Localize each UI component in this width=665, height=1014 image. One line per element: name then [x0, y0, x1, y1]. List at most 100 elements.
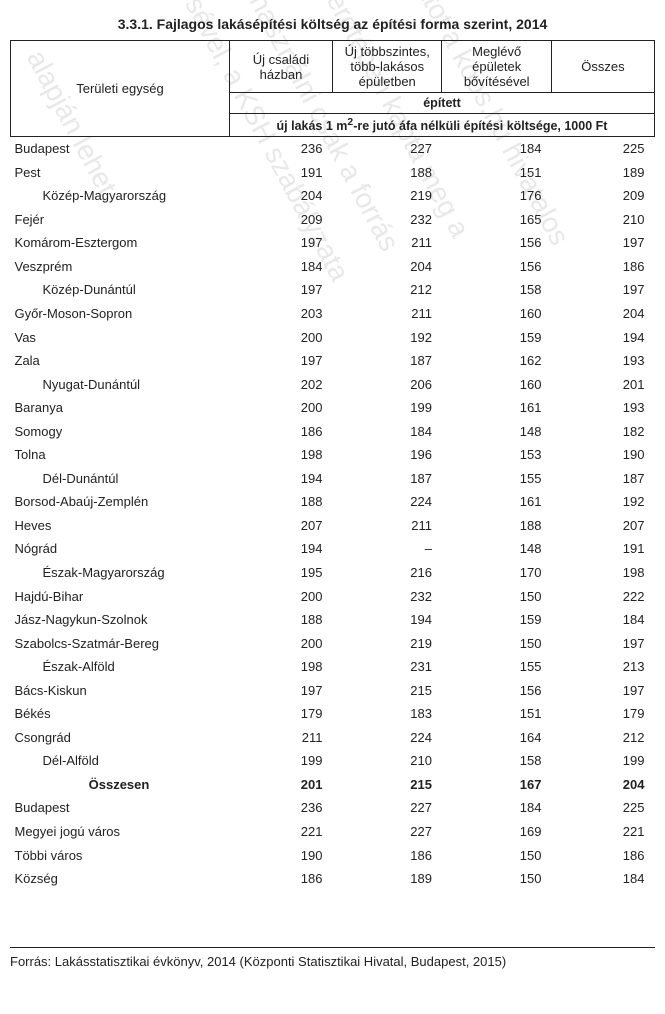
table-row: Békés179183151179	[11, 702, 655, 726]
cell-value: 232	[333, 585, 442, 609]
cell-value: 232	[333, 208, 442, 232]
table-row: Nógrád194–148191	[11, 537, 655, 561]
cell-value: 194	[551, 326, 654, 350]
cell-value: 201	[551, 373, 654, 397]
cell-value: 221	[551, 820, 654, 844]
row-label: Győr-Moson-Sopron	[11, 302, 230, 326]
cell-value: 209	[229, 208, 332, 232]
cell-value: 204	[229, 184, 332, 208]
cell-value: 187	[551, 467, 654, 491]
totals-value: 201	[229, 773, 332, 797]
row-label: Hajdú-Bihar	[11, 585, 230, 609]
table-row: Heves207211188207	[11, 514, 655, 538]
table-row: Többi város190186150186	[11, 844, 655, 868]
table-row: Dél-Dunántúl194187155187	[11, 467, 655, 491]
data-table: Területi egység Új családi házban Új töb…	[10, 40, 655, 891]
cell-value: 222	[551, 585, 654, 609]
col-header-4: Összes	[551, 41, 654, 93]
totals-value: 204	[551, 773, 654, 797]
cell-value: 210	[333, 749, 442, 773]
totals-value: 167	[442, 773, 551, 797]
row-label: Békés	[11, 702, 230, 726]
cell-value: 150	[442, 867, 551, 891]
cell-value: 191	[229, 161, 332, 185]
cell-value: 183	[333, 702, 442, 726]
cell-value: 150	[442, 844, 551, 868]
table-row: Baranya200199161193	[11, 396, 655, 420]
unit-header: új lakás 1 m2-re jutó áfa nélküli építés…	[229, 114, 654, 137]
row-label: Csongrád	[11, 726, 230, 750]
cell-value: 184	[442, 796, 551, 820]
row-label: Komárom-Esztergom	[11, 231, 230, 255]
table-row: Csongrád211224164212	[11, 726, 655, 750]
cell-value: 199	[551, 749, 654, 773]
cell-value: 193	[551, 396, 654, 420]
col-header-2: Új többszintes, több-lakásos épületben	[333, 41, 442, 93]
cell-value: 227	[333, 796, 442, 820]
cell-value: 204	[551, 302, 654, 326]
table-row: Közép-Magyarország204219176209	[11, 184, 655, 208]
row-label: Heves	[11, 514, 230, 538]
cell-value: 155	[442, 655, 551, 679]
cell-value: 179	[551, 702, 654, 726]
col-header-territory: Területi egység	[11, 41, 230, 137]
cell-value: 219	[333, 632, 442, 656]
cell-value: 198	[229, 443, 332, 467]
row-label: Nyugat-Dunántúl	[11, 373, 230, 397]
mid-header: épített	[229, 93, 654, 114]
cell-value: 161	[442, 396, 551, 420]
row-label: Dél-Alföld	[11, 749, 230, 773]
cell-value: 207	[229, 514, 332, 538]
cell-value: 184	[551, 608, 654, 632]
cell-value: 200	[229, 585, 332, 609]
table-row: Győr-Moson-Sopron203211160204	[11, 302, 655, 326]
row-label: Somogy	[11, 420, 230, 444]
cell-value: 224	[333, 726, 442, 750]
cell-value: 186	[229, 420, 332, 444]
cell-value: 186	[229, 867, 332, 891]
cell-value: 221	[229, 820, 332, 844]
table-row: Fejér209232165210	[11, 208, 655, 232]
cell-value: 198	[229, 655, 332, 679]
table-row: Vas200192159194	[11, 326, 655, 350]
cell-value: 227	[333, 820, 442, 844]
cell-value: 224	[333, 490, 442, 514]
cell-value: 187	[333, 467, 442, 491]
table-title: 3.3.1. Fajlagos lakásépítési költség az …	[10, 10, 655, 40]
cell-value: 213	[551, 655, 654, 679]
cell-value: 148	[442, 537, 551, 561]
cell-value: 160	[442, 302, 551, 326]
cell-value: 194	[333, 608, 442, 632]
cell-value: 184	[442, 137, 551, 161]
row-label: Bács-Kiskun	[11, 679, 230, 703]
cell-value: 198	[551, 561, 654, 585]
table-row: Nyugat-Dunántúl202206160201	[11, 373, 655, 397]
cell-value: 189	[551, 161, 654, 185]
totals-value: 215	[333, 773, 442, 797]
table-row: Dél-Alföld199210158199	[11, 749, 655, 773]
row-label: Borsod-Abaúj-Zemplén	[11, 490, 230, 514]
cell-value: 151	[442, 161, 551, 185]
cell-value: 210	[551, 208, 654, 232]
cell-value: 190	[551, 443, 654, 467]
cell-value: 186	[551, 844, 654, 868]
cell-value: 204	[333, 255, 442, 279]
cell-value: 158	[442, 278, 551, 302]
cell-value: 188	[442, 514, 551, 538]
cell-value: 192	[333, 326, 442, 350]
table-row: Bács-Kiskun197215156197	[11, 679, 655, 703]
cell-value: 193	[551, 349, 654, 373]
row-label: Észak-Magyarország	[11, 561, 230, 585]
cell-value: 184	[551, 867, 654, 891]
row-label: Közép-Magyarország	[11, 184, 230, 208]
col-header-1: Új családi házban	[229, 41, 332, 93]
cell-value: 211	[333, 231, 442, 255]
cell-value: 184	[333, 420, 442, 444]
cell-value: 207	[551, 514, 654, 538]
cell-value: 188	[229, 608, 332, 632]
cell-value: 199	[229, 749, 332, 773]
table-row: Megyei jogú város221227169221	[11, 820, 655, 844]
cell-value: 209	[551, 184, 654, 208]
cell-value: 212	[551, 726, 654, 750]
cell-value: 211	[229, 726, 332, 750]
